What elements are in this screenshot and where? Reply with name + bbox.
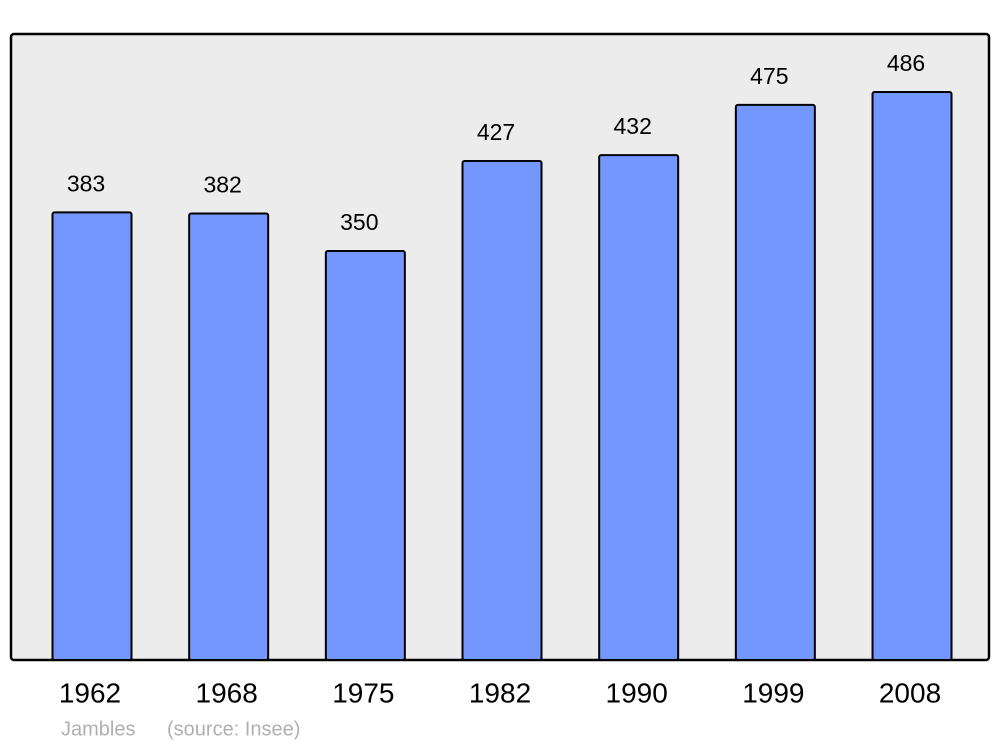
x-tick-label: 1962 — [59, 677, 121, 708]
value-label: 382 — [203, 172, 241, 198]
bar — [598, 154, 680, 661]
value-label: 432 — [613, 113, 651, 139]
source-note: (source: Insee) — [167, 718, 300, 740]
value-label: 475 — [750, 63, 788, 89]
value-label: 486 — [887, 50, 925, 76]
value-label: 350 — [340, 209, 378, 235]
bar — [734, 103, 816, 662]
x-tick-label: 1968 — [196, 677, 258, 708]
chart-title: Jambles — [61, 718, 135, 740]
value-label: 427 — [477, 119, 515, 145]
bar — [871, 91, 953, 661]
bar — [51, 211, 133, 661]
bar — [188, 212, 270, 661]
x-tick-label: 2008 — [879, 677, 941, 708]
value-label: 383 — [67, 170, 105, 196]
x-tick-label: 1999 — [742, 677, 804, 708]
x-tick-label: 1975 — [332, 677, 394, 708]
x-tick-label: 1990 — [606, 677, 668, 708]
bar — [461, 159, 543, 661]
bar — [324, 249, 406, 661]
x-tick-label: 1982 — [469, 677, 531, 708]
